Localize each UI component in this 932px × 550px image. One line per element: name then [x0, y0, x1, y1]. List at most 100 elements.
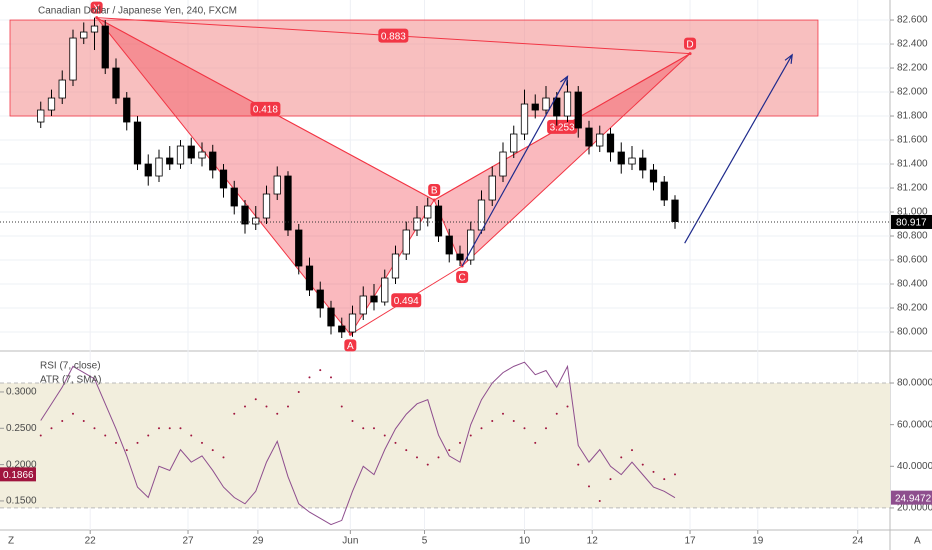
candle-body	[585, 127, 593, 147]
y2-tick-label: 40.0000	[897, 461, 932, 472]
y-tick-label: 81.200	[897, 183, 928, 194]
candle-body	[305, 265, 314, 291]
atr-dot	[415, 456, 418, 459]
point-label: B	[431, 186, 438, 197]
atr-dot	[114, 441, 117, 444]
point-box	[428, 184, 441, 197]
last-value-box	[891, 490, 932, 505]
candle-body	[531, 103, 539, 111]
atr-dot	[491, 420, 494, 423]
candle-body	[660, 181, 668, 201]
candle-body	[606, 133, 615, 153]
ratio-label: 0.418	[253, 104, 278, 115]
candle-body	[348, 313, 357, 333]
candle-body	[37, 109, 45, 123]
y-tick-label: 81.800	[897, 111, 928, 122]
candle-body	[273, 175, 281, 195]
ratio-label: 0.494	[394, 296, 419, 307]
candle-body	[434, 205, 443, 237]
candle-body	[101, 25, 109, 69]
last-price-label: 80.917	[896, 218, 927, 229]
atr-dot	[93, 427, 96, 430]
atr-dot	[501, 412, 504, 415]
y-tick-label: 80.400	[897, 279, 928, 290]
x-tick-label: 10	[519, 536, 531, 547]
candle-body	[359, 295, 367, 315]
candle-body	[230, 187, 238, 207]
pattern-point	[432, 198, 436, 202]
x-tick-label: 17	[684, 536, 696, 547]
atr-dot	[286, 405, 289, 408]
last-value-label: 24.9472	[895, 493, 932, 504]
ratio-box	[391, 293, 422, 308]
point-box	[684, 37, 697, 50]
candle-body	[639, 157, 647, 171]
candle-body	[381, 277, 389, 303]
atr-dot	[211, 449, 214, 452]
atr-dot	[254, 398, 257, 401]
candle-body	[144, 163, 152, 177]
y-tick-label: 82.000	[897, 87, 928, 98]
legend-entry: ATR (7, SMA)	[40, 375, 101, 386]
atr-dot	[630, 449, 633, 452]
candle-body	[574, 91, 582, 129]
atr-dot	[620, 456, 623, 459]
atr-dot	[609, 478, 612, 481]
atr-dot	[157, 427, 160, 430]
candle-body	[176, 145, 185, 165]
arrow-head	[784, 53, 793, 64]
y-tick-label: 80.600	[897, 255, 928, 266]
atr-dot	[437, 456, 440, 459]
atr-dot	[405, 449, 408, 452]
atr-dot	[39, 434, 42, 437]
candle-body	[370, 295, 378, 303]
y-tick-label: 80.200	[897, 303, 928, 314]
atr-dot	[587, 485, 590, 488]
atr-dot	[71, 412, 74, 415]
candle-body	[133, 121, 142, 165]
ratio-box	[378, 28, 409, 43]
atr-dot	[663, 478, 666, 481]
candle-body	[123, 97, 131, 123]
y-tick-label: 0.3000	[6, 387, 37, 398]
pattern-point	[348, 332, 352, 336]
zone	[9, 19, 819, 117]
y2-tick-label: 80.0000	[897, 378, 932, 389]
ratio-label: 0.883	[381, 31, 406, 42]
atr-dot	[61, 420, 64, 423]
atr-dot	[340, 405, 343, 408]
last-price-box	[891, 214, 932, 229]
candle-body	[671, 199, 679, 223]
ui-button[interactable]: A	[914, 536, 921, 547]
y-tick-label: 0.1500	[6, 496, 37, 507]
pattern-point	[688, 52, 692, 56]
atr-dot	[179, 427, 182, 430]
point-label: A	[347, 341, 354, 352]
candle-body	[241, 205, 249, 225]
ratio-box	[547, 119, 578, 134]
atr-dot	[168, 427, 171, 430]
atr-dot	[200, 441, 203, 444]
y-tick-label: 81.600	[897, 135, 928, 146]
atr-dot	[104, 434, 107, 437]
candle-body	[58, 79, 66, 99]
x-tick-label: 22	[85, 536, 97, 547]
atr-dot	[383, 434, 386, 437]
candle-body	[402, 229, 410, 255]
atr-dot	[362, 427, 365, 430]
point-label: C	[459, 273, 466, 284]
candle-body	[316, 289, 324, 309]
atr-dot	[641, 463, 644, 466]
atr-dot	[329, 376, 332, 379]
chart-title: Canadian Dollar / Japanese Yen, 240, FXC…	[38, 6, 237, 17]
y-tick-label: 80.800	[897, 231, 928, 242]
y-tick-label: 0.2500	[6, 423, 37, 434]
y-tick-label: 82.200	[897, 63, 928, 74]
price	[37, 17, 679, 339]
point-box	[90, 1, 103, 14]
ui-button[interactable]: Z	[8, 536, 14, 547]
y2-tick-label: 60.0000	[897, 419, 932, 430]
candle-body	[596, 133, 604, 147]
last-value-label: 0.1866	[3, 470, 34, 481]
